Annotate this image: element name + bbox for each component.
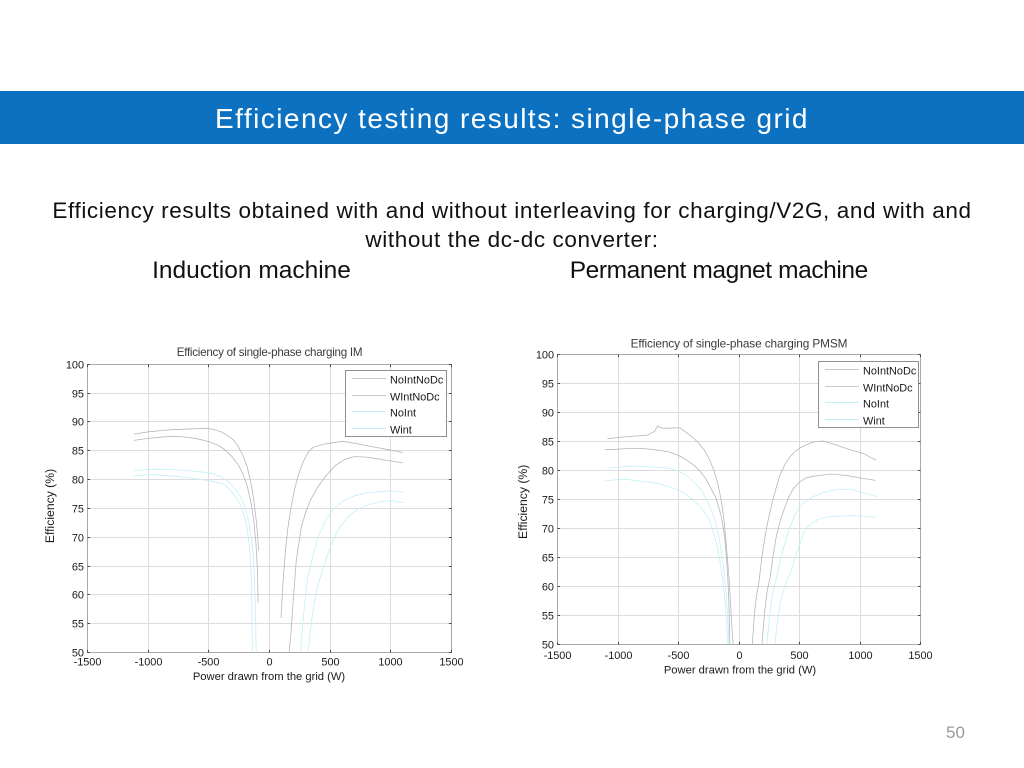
svg-text:NoInt: NoInt [390, 408, 416, 420]
svg-text:55: 55 [72, 619, 84, 631]
svg-text:1000: 1000 [378, 657, 402, 669]
svg-text:1500: 1500 [908, 650, 932, 662]
svg-text:WIntNoDc: WIntNoDc [390, 392, 440, 404]
svg-text:Power drawn from the grid (W): Power drawn from the grid (W) [193, 671, 346, 683]
svg-text:75: 75 [542, 494, 554, 506]
svg-text:NoIntNoDc: NoIntNoDc [863, 366, 917, 378]
svg-text:0: 0 [266, 657, 272, 669]
svg-text:NoInt: NoInt [863, 399, 889, 411]
svg-text:Power drawn from the grid (W): Power drawn from the grid (W) [664, 664, 817, 676]
svg-text:-1500: -1500 [74, 657, 102, 669]
svg-text:-500: -500 [668, 650, 690, 662]
svg-text:1500: 1500 [439, 657, 463, 669]
svg-text:65: 65 [542, 553, 554, 565]
svg-text:100: 100 [66, 359, 84, 371]
svg-text:60: 60 [72, 590, 84, 602]
svg-text:70: 70 [72, 533, 84, 545]
svg-text:Efficiency of single-phase cha: Efficiency of single-phase charging IM [177, 346, 363, 359]
svg-text:95: 95 [542, 378, 554, 390]
svg-text:WIntNoDc: WIntNoDc [863, 383, 913, 395]
svg-text:500: 500 [321, 657, 339, 669]
svg-text:90: 90 [72, 416, 84, 428]
svg-text:70: 70 [542, 524, 554, 536]
svg-text:0: 0 [736, 650, 742, 662]
svg-text:500: 500 [790, 650, 808, 662]
svg-text:Wint: Wint [390, 425, 412, 437]
svg-text:75: 75 [72, 504, 84, 516]
svg-text:90: 90 [542, 407, 554, 419]
svg-text:100: 100 [536, 349, 554, 361]
svg-text:55: 55 [542, 611, 554, 623]
svg-text:50: 50 [542, 640, 554, 652]
svg-text:80: 80 [542, 465, 554, 477]
svg-text:65: 65 [72, 562, 84, 574]
svg-text:85: 85 [72, 445, 84, 457]
svg-text:Wint: Wint [863, 416, 885, 428]
svg-text:NoIntNoDc: NoIntNoDc [390, 375, 444, 387]
svg-text:85: 85 [542, 436, 554, 448]
svg-text:80: 80 [72, 474, 84, 486]
svg-text:-500: -500 [198, 657, 220, 669]
svg-text:Efficiency (%): Efficiency (%) [516, 465, 530, 539]
svg-text:Efficiency of single-phase cha: Efficiency of single-phase charging PMSM [631, 337, 848, 351]
svg-text:1000: 1000 [848, 650, 872, 662]
svg-text:95: 95 [72, 388, 84, 400]
svg-text:50: 50 [72, 648, 84, 660]
svg-text:-1000: -1000 [135, 657, 163, 669]
svg-text:60: 60 [542, 582, 554, 594]
svg-text:-1000: -1000 [605, 650, 633, 662]
svg-text:Efficiency (%): Efficiency (%) [43, 469, 57, 543]
svg-text:-1500: -1500 [544, 650, 572, 662]
